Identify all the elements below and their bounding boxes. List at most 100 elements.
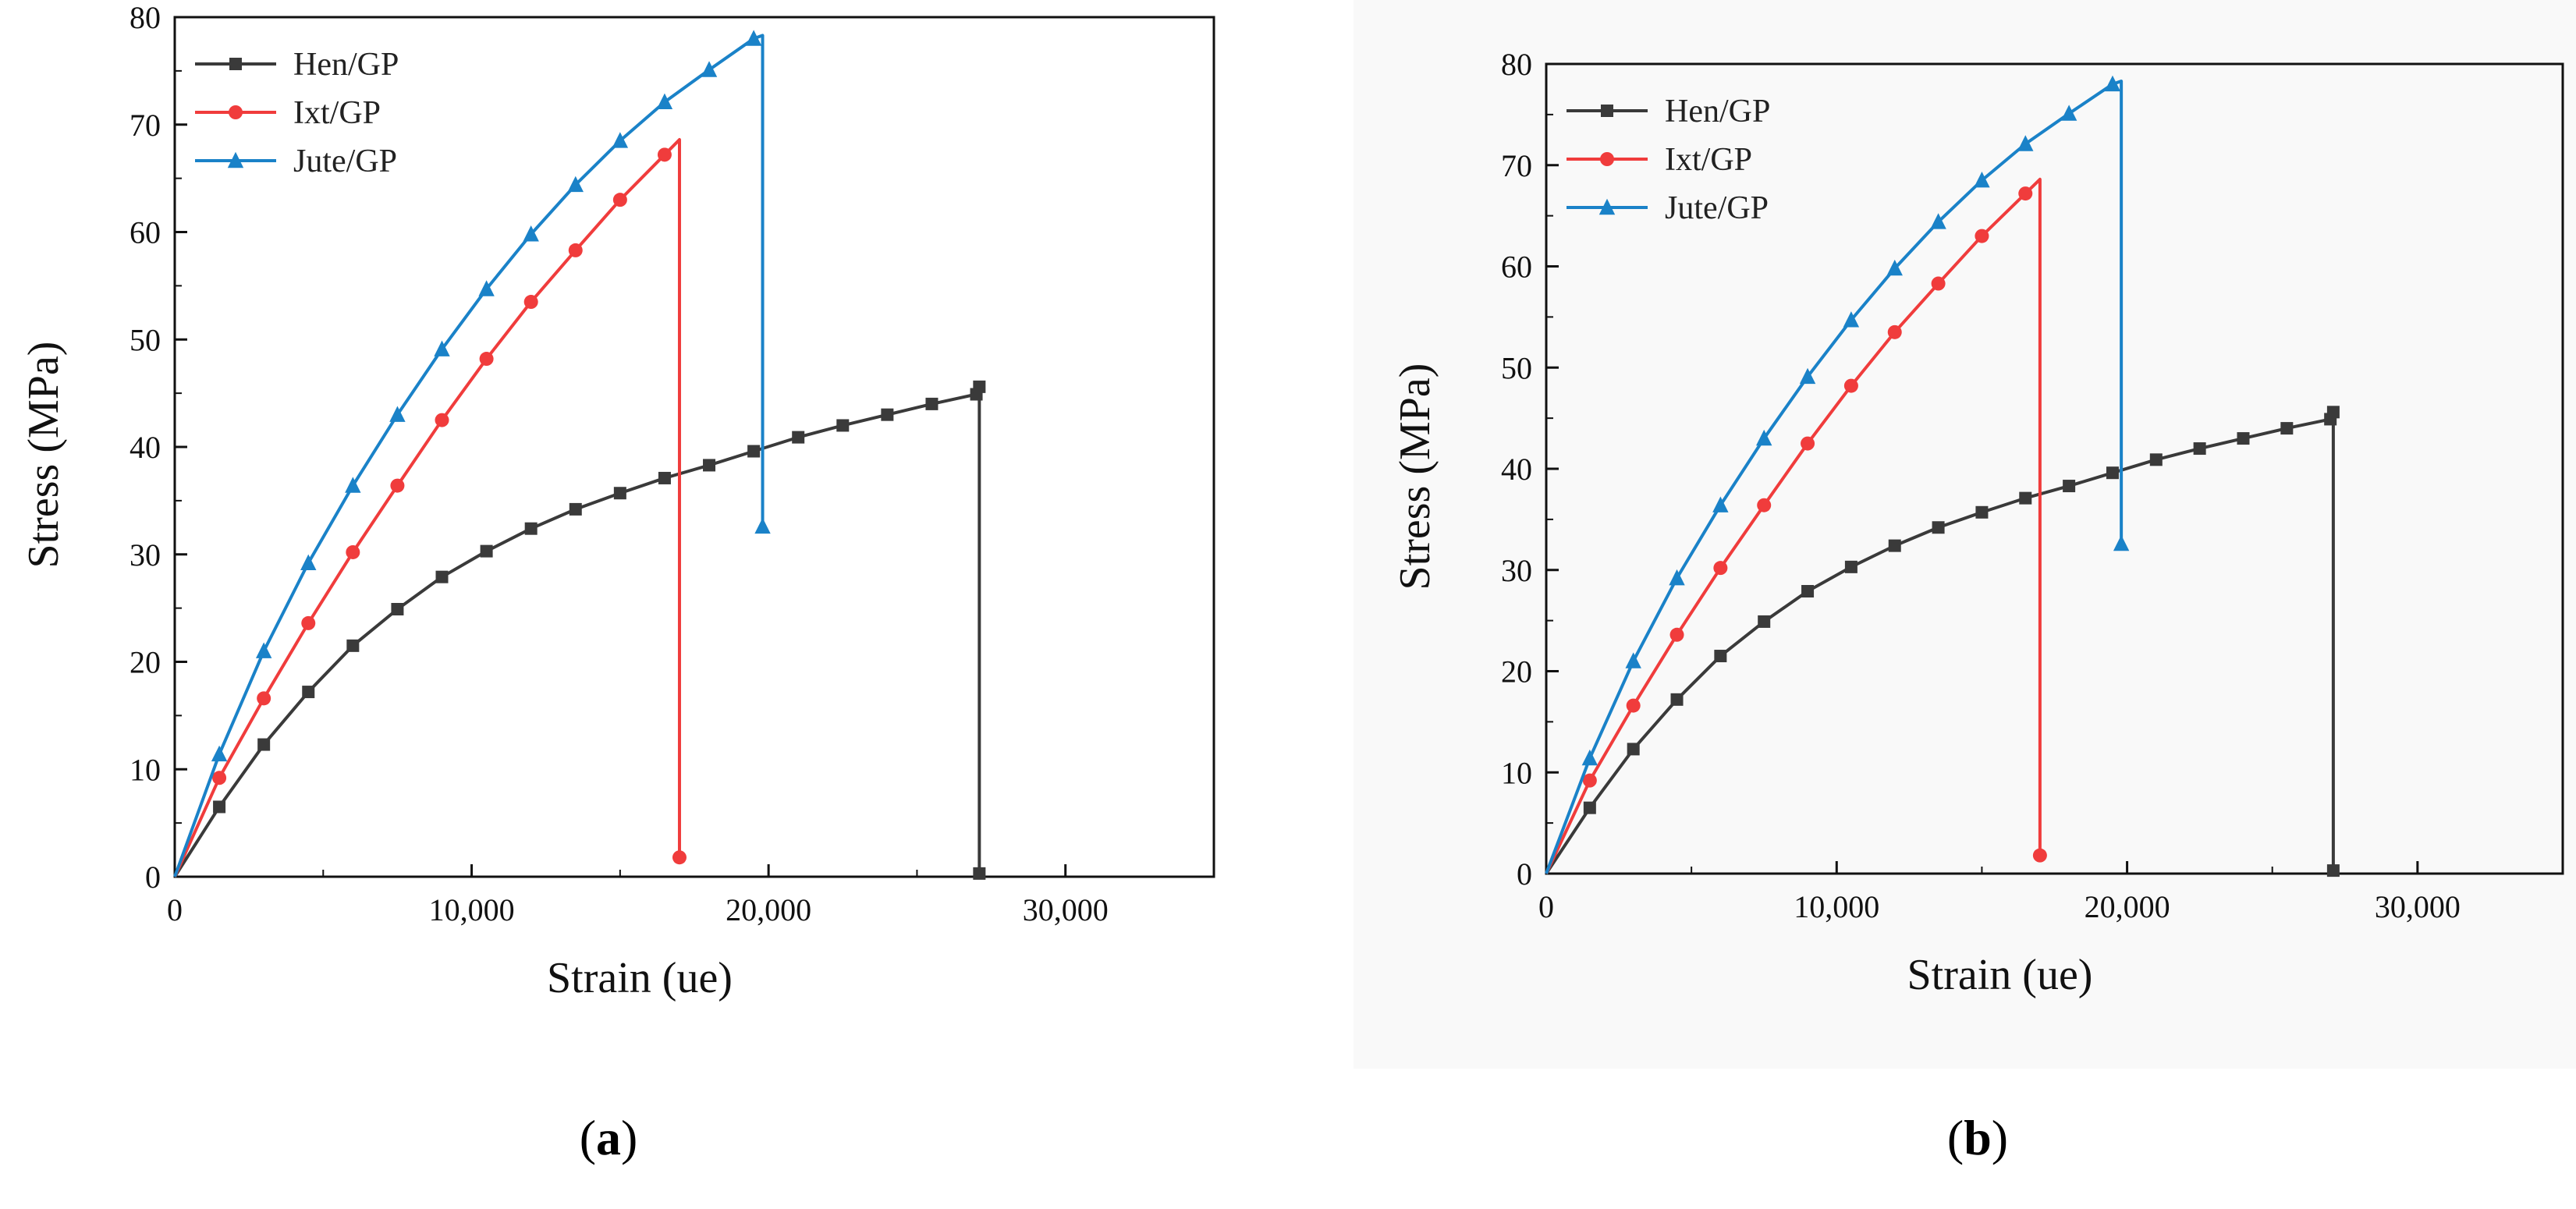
data-point bbox=[1887, 324, 1902, 339]
y-tick-label: 60 bbox=[130, 215, 161, 250]
data-point bbox=[435, 570, 449, 583]
data-point bbox=[1974, 172, 1990, 188]
x-axis-title: Strain (ue) bbox=[547, 954, 733, 1002]
data-point bbox=[2018, 186, 2033, 201]
caption-open-paren: ( bbox=[580, 1110, 596, 1165]
data-point bbox=[212, 771, 227, 785]
data-point bbox=[213, 800, 226, 814]
data-point bbox=[2149, 453, 2163, 466]
data-point bbox=[1758, 615, 1771, 628]
y-tick-label: 80 bbox=[1501, 47, 1532, 82]
data-point bbox=[2280, 422, 2294, 435]
data-point bbox=[973, 867, 986, 880]
y-tick-label: 30 bbox=[1501, 553, 1532, 588]
x-tick-label: 10,000 bbox=[429, 892, 515, 927]
legend-label: Ixt/GP bbox=[293, 95, 381, 131]
y-tick-label: 30 bbox=[130, 537, 161, 573]
data-point bbox=[567, 176, 584, 193]
data-point bbox=[1627, 743, 1640, 756]
series-line-jute-gp bbox=[1545, 80, 2124, 874]
legend-marker bbox=[229, 58, 242, 70]
data-point bbox=[613, 487, 626, 500]
panel-caption: (b) bbox=[1947, 1110, 2008, 1165]
x-tick-label: 0 bbox=[167, 892, 183, 927]
legend-label: Jute/GP bbox=[1665, 190, 1769, 226]
data-point bbox=[1975, 505, 1989, 519]
data-point bbox=[257, 691, 271, 706]
y-tick-label: 40 bbox=[1501, 452, 1532, 487]
data-point bbox=[2019, 491, 2032, 505]
data-point bbox=[612, 193, 627, 207]
data-point bbox=[1713, 561, 1728, 576]
data-point bbox=[925, 397, 939, 410]
data-point bbox=[300, 554, 317, 570]
data-point bbox=[1712, 496, 1729, 512]
data-point bbox=[701, 61, 718, 77]
data-point bbox=[1625, 652, 1641, 668]
data-point bbox=[346, 544, 360, 559]
y-tick-label: 10 bbox=[1501, 755, 1532, 790]
data-point bbox=[612, 132, 629, 148]
caption-open-paren: ( bbox=[1947, 1110, 1964, 1165]
data-point bbox=[1843, 311, 1860, 328]
data-point bbox=[569, 502, 582, 516]
data-point bbox=[523, 295, 538, 310]
caption-close-paren: ) bbox=[1992, 1110, 2008, 1165]
data-point bbox=[1886, 259, 1903, 276]
data-point bbox=[656, 93, 673, 110]
x-tick-label: 0 bbox=[1538, 889, 1554, 924]
plot-frame bbox=[1545, 62, 2564, 875]
data-point bbox=[255, 642, 272, 658]
y-tick-label: 70 bbox=[1501, 148, 1532, 183]
data-point bbox=[478, 280, 495, 296]
data-point bbox=[389, 406, 406, 422]
y-axis-title: Stress (MPa) bbox=[1391, 363, 1439, 590]
legend-label: Hen/GP bbox=[293, 47, 399, 83]
series-line-hen-gp bbox=[1545, 410, 2335, 875]
chart-panel-a: 0 10 20 30 40 50 60 70 80 0 10,000 20,000 30,000 Stra… bbox=[20, 0, 1215, 1165]
legend-marker bbox=[1601, 105, 1613, 117]
x-tick-label: 20,000 bbox=[726, 892, 811, 927]
series-line-jute-gp bbox=[173, 34, 765, 878]
data-point bbox=[1757, 498, 1772, 512]
data-point bbox=[1801, 436, 1815, 451]
chart-panel-b: 0 10 20 30 40 50 60 70 80 0 10,000 20,000 30,000 Stra… bbox=[1391, 47, 2564, 1165]
panel-b-background bbox=[1354, 0, 2576, 1069]
data-point bbox=[346, 639, 360, 652]
data-point bbox=[703, 459, 716, 472]
data-point bbox=[301, 615, 316, 630]
data-point bbox=[2237, 432, 2250, 445]
data-point bbox=[2106, 466, 2119, 480]
data-point bbox=[2032, 848, 2047, 863]
data-point bbox=[745, 30, 762, 46]
y-tick-label: 20 bbox=[130, 645, 161, 680]
data-point bbox=[1932, 521, 1945, 534]
legend-label: Ixt/GP bbox=[1665, 142, 1752, 178]
series-line-ixt-gp bbox=[1545, 177, 2042, 874]
data-point bbox=[672, 850, 687, 865]
legend-marker bbox=[1598, 198, 1616, 215]
data-point bbox=[747, 445, 761, 458]
y-tick-label: 40 bbox=[130, 430, 161, 465]
data-point bbox=[302, 686, 315, 699]
y-tick-label: 80 bbox=[130, 0, 161, 35]
x-tick-label: 30,000 bbox=[1023, 892, 1109, 927]
data-point bbox=[1581, 749, 1598, 766]
data-point bbox=[1799, 367, 1816, 385]
caption-letter: a bbox=[596, 1110, 621, 1165]
legend-label: Jute/GP bbox=[293, 144, 397, 179]
data-point bbox=[523, 225, 539, 242]
data-point bbox=[435, 413, 449, 427]
caption-letter: b bbox=[1964, 1110, 1992, 1165]
data-point bbox=[657, 147, 672, 162]
x-axis-title: Strain (ue) bbox=[1907, 951, 2093, 999]
y-tick-label: 0 bbox=[1517, 856, 1532, 892]
data-point bbox=[836, 419, 850, 432]
data-point bbox=[1582, 773, 1597, 788]
data-point bbox=[1756, 429, 1772, 446]
data-point bbox=[1669, 627, 1684, 642]
data-point bbox=[524, 522, 538, 535]
data-point bbox=[2063, 480, 2076, 493]
y-tick-label: 50 bbox=[1501, 350, 1532, 385]
